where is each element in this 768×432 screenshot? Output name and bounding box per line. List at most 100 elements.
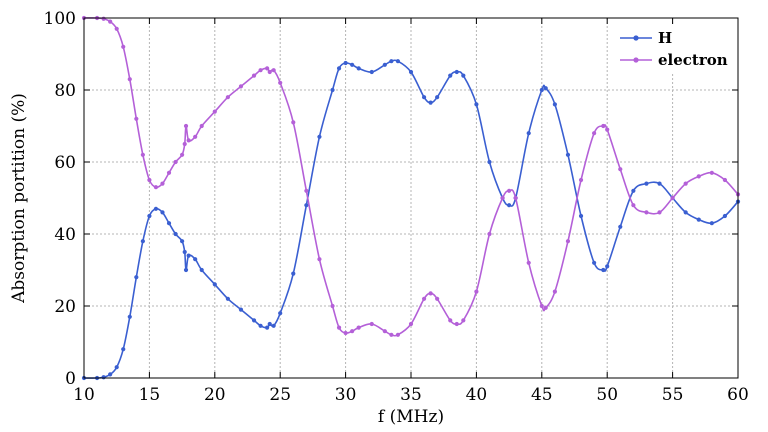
series-H-point [421,95,427,100]
series-electron-point [670,195,675,201]
series-H-point [539,87,544,93]
series-H-point [408,69,414,75]
series-H-point [696,217,701,222]
series-electron-point [258,68,263,73]
series-electron-point [199,123,204,129]
series-electron-point [618,167,623,172]
series-H-point [140,239,145,244]
series-electron-point [101,16,106,21]
series-electron-point [448,318,453,323]
series-electron-point [173,159,178,165]
x-tick-label: 45 [531,385,553,405]
series-electron-point [330,303,335,309]
series-H-point [350,62,355,67]
series-H-point [182,249,187,255]
series-electron-point [722,177,728,183]
series-electron-point [225,95,230,100]
y-tick-label: 40 [54,225,76,245]
series-electron-point [193,134,198,139]
series-H-point [251,318,257,323]
series-H-point [343,60,348,66]
series-H-point [592,260,597,265]
series-electron-point [644,210,649,215]
series-H-point [147,213,152,219]
y-tick-label: 60 [54,153,76,173]
series-H-point [291,271,296,276]
series-H-point [183,267,189,273]
series-H-point [709,221,714,226]
series-electron-point [336,325,342,330]
series-electron-point [539,303,544,309]
series-H-point [225,296,230,301]
series-H-point [271,323,276,328]
series-H-point [461,73,466,78]
series-electron-point [343,330,348,336]
series-electron-point [238,84,244,89]
series-H-point [101,375,106,380]
series-electron-point [212,109,217,114]
series-electron-point [369,321,374,327]
series-electron-point [408,321,414,327]
series-H-point [657,181,662,186]
series-H-point [173,231,178,237]
y-tick-label: 20 [54,297,76,317]
series-electron-point [709,170,714,175]
series-electron-point [428,291,433,296]
series-electron-point [291,120,296,125]
x-tick-label: 25 [269,385,291,405]
series-electron-point [552,289,557,294]
series-H-point [166,221,172,226]
legend-marker-H [633,35,639,41]
series-H-point [565,152,571,157]
series-electron-point [513,195,518,201]
series-electron-point [657,210,662,215]
series-H-point [644,181,649,186]
y-tick-label: 0 [65,369,76,389]
series-electron-point [153,185,159,190]
series-electron-point [454,321,459,327]
series-electron-point [121,44,126,49]
x-tick-label: 30 [335,385,357,405]
series-electron-point [356,325,361,330]
legend-box [614,24,734,72]
series-H-point [631,188,636,193]
x-tick-label: 40 [466,385,488,405]
series-H-point [601,267,606,273]
series-H-point [382,62,387,67]
series-electron-point [696,174,701,179]
series-electron-point [265,66,270,71]
series-H-point [304,203,309,208]
series-electron-point [543,305,548,310]
series-electron-point [435,296,440,301]
series-H-point [618,224,623,229]
series-electron-point [578,177,584,183]
series-H-point [108,372,113,377]
x-axis-title: f (MHz) [378,407,444,427]
series-electron-point [389,332,394,337]
series-electron-point [605,127,610,132]
series-H-point [278,311,283,316]
series-electron-point [592,131,597,136]
series-electron-point [278,80,283,85]
series-electron-point [421,296,427,301]
series-H-point [258,323,263,328]
series-electron-point [140,152,145,157]
series-H-point [389,59,394,64]
series-H-point [265,325,270,330]
series-electron-point [182,141,187,147]
series-H-point [160,210,165,215]
series-electron-point [317,257,322,262]
series-electron-point [180,152,185,157]
series-electron-point [267,69,272,75]
series-electron-point [487,231,492,237]
series-H-point [448,73,453,78]
series-H-point [428,100,433,105]
series-H-point [507,203,512,208]
series-H-point [186,253,191,258]
series-H-point [474,102,479,107]
series-electron-point [127,77,132,82]
legend-label-electron: electron [658,51,728,69]
series-electron-point [147,177,152,183]
series-H-point [543,86,548,91]
